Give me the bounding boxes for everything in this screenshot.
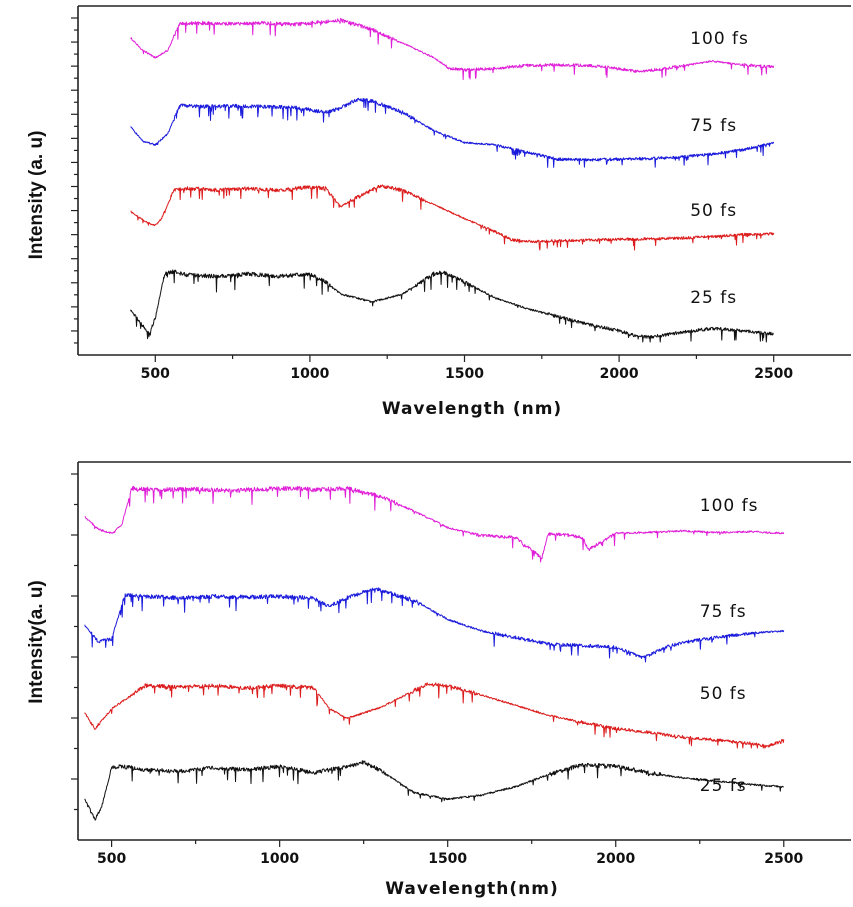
series-line-100-fs xyxy=(84,485,785,563)
x-tick-label: 1500 xyxy=(445,366,484,382)
x-tick-label: 500 xyxy=(141,366,170,382)
x-tick-label: 1000 xyxy=(290,366,329,382)
series-label: 50 fs xyxy=(700,684,747,704)
series-line-25-fs xyxy=(130,269,775,343)
series-label: 75 fs xyxy=(700,602,747,622)
chart-top: Intensity (a. u) Wavelength (nm) 500 1000… xyxy=(26,5,851,419)
series-label: 100 fs xyxy=(700,496,759,516)
x-tick-label: 2000 xyxy=(600,366,639,382)
series-line-75-fs xyxy=(130,97,775,168)
x-tick-label: 2000 xyxy=(596,851,635,867)
series-line-50-fs xyxy=(84,682,785,749)
series-line-100-fs xyxy=(130,17,775,81)
x-tick-label: 1000 xyxy=(260,851,299,867)
x-axis-title: Wavelength(nm) xyxy=(385,879,558,899)
series-line-50-fs xyxy=(130,184,775,251)
series-line-75-fs xyxy=(84,587,785,663)
series-label: 25 fs xyxy=(690,288,737,308)
series-line-25-fs xyxy=(84,760,784,821)
series-label: 100 fs xyxy=(690,29,749,49)
y-axis-title: Intensity(a. u) xyxy=(26,580,47,704)
y-axis-title: Intensity (a. u) xyxy=(26,131,47,260)
series-label: 50 fs xyxy=(690,201,737,221)
x-axis-title: Wavelength (nm) xyxy=(382,399,562,419)
series-label: 75 fs xyxy=(690,116,737,136)
chart-bottom: Intensity(a. u) Wavelength(nm) 500 1000 15… xyxy=(26,461,851,899)
x-tick-label: 2500 xyxy=(764,851,803,867)
x-tick-label: 1500 xyxy=(428,851,467,867)
x-tick-label: 2500 xyxy=(754,366,793,382)
x-tick-label: 500 xyxy=(97,851,126,867)
series-label: 25 fs xyxy=(700,776,747,796)
